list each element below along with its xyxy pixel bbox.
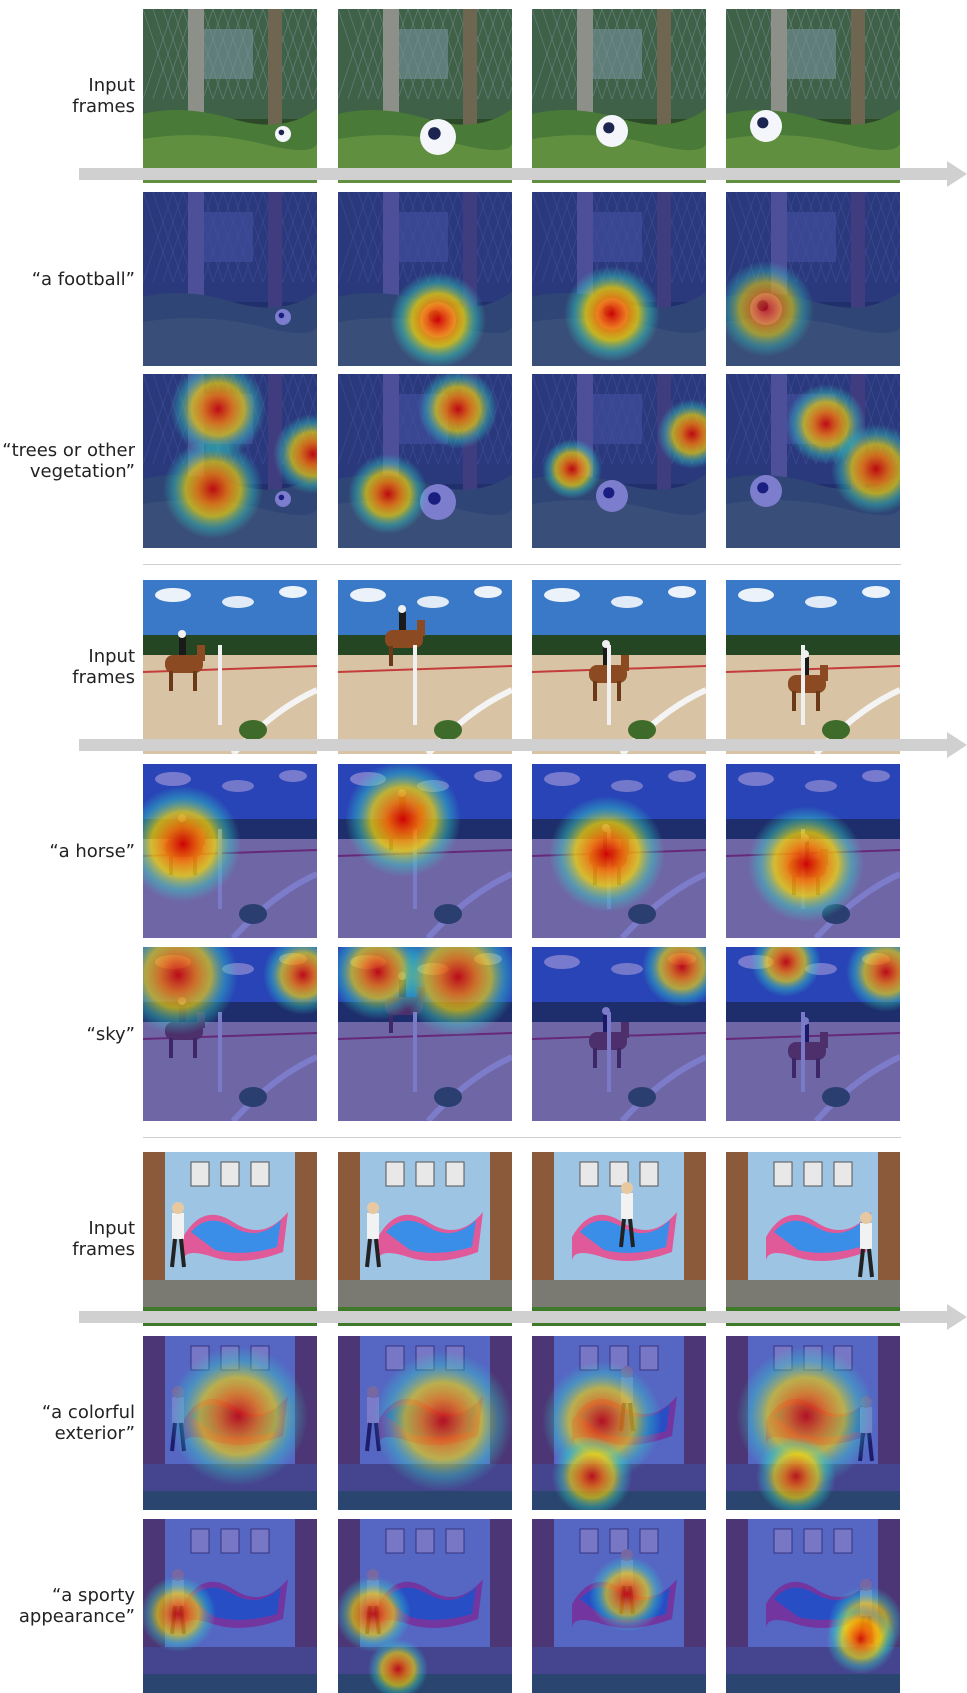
frame-svg	[532, 580, 706, 754]
time-arrow	[79, 1304, 967, 1330]
row-attention-vegetation: “trees or other vegetation”	[0, 374, 967, 548]
frame-svg	[143, 9, 317, 183]
row-attention-football: “a football”	[0, 192, 967, 366]
attention-map	[726, 1336, 900, 1510]
row-input-frames: Input frames	[0, 1152, 967, 1326]
frame-svg	[143, 947, 317, 1121]
attention-map	[338, 192, 512, 366]
frame-svg	[726, 947, 900, 1121]
frame-svg	[726, 1152, 900, 1326]
frame-svg	[532, 192, 706, 366]
frame-image	[726, 580, 900, 754]
attention-map	[726, 1519, 900, 1693]
frame-svg	[143, 192, 317, 366]
attention-map	[338, 947, 512, 1121]
frame-image	[143, 1152, 317, 1326]
attention-map	[532, 947, 706, 1121]
row-label: “sky”	[86, 1023, 135, 1045]
frame-svg	[338, 374, 512, 548]
frame-svg	[338, 1152, 512, 1326]
attention-map	[143, 764, 317, 938]
frame-image	[338, 1152, 512, 1326]
row-label: “a horse”	[49, 840, 135, 862]
frame-svg	[143, 1152, 317, 1326]
attention-map	[726, 374, 900, 548]
row-label: Input frames	[72, 75, 135, 117]
frame-image	[532, 1152, 706, 1326]
arrow-svg	[79, 161, 967, 187]
frame-image	[532, 580, 706, 754]
frame-svg	[726, 374, 900, 548]
frame-svg	[338, 947, 512, 1121]
frame-svg	[726, 192, 900, 366]
frame-svg	[143, 580, 317, 754]
row-label: Input frames	[72, 646, 135, 688]
frame-svg	[338, 1336, 512, 1510]
frame-svg	[726, 1519, 900, 1693]
row-label: “a sporty appearance”	[18, 1585, 135, 1627]
frame-image	[338, 9, 512, 183]
frame-image	[143, 580, 317, 754]
frame-svg	[338, 9, 512, 183]
attention-map	[338, 1336, 512, 1510]
frame-svg	[143, 1519, 317, 1693]
frame-image	[726, 9, 900, 183]
frame-svg	[143, 374, 317, 548]
frame-svg	[726, 580, 900, 754]
frame-svg	[338, 580, 512, 754]
frame-svg	[532, 1519, 706, 1693]
frame-svg	[143, 764, 317, 938]
frame-image	[338, 580, 512, 754]
row-attention-colorful-exterior: “a colorful exterior”	[0, 1336, 967, 1510]
attention-map	[726, 764, 900, 938]
attention-map	[338, 1519, 512, 1693]
frame-svg	[532, 1336, 706, 1510]
frame-image	[143, 9, 317, 183]
row-attention-sporty-appearance: “a sporty appearance”	[0, 1519, 967, 1693]
frame-image	[532, 9, 706, 183]
frame-svg	[338, 192, 512, 366]
panel-separator	[143, 1137, 901, 1138]
frame-svg	[726, 9, 900, 183]
attention-map	[143, 1519, 317, 1693]
row-attention-horse: “a horse”	[0, 764, 967, 938]
attention-map	[143, 192, 317, 366]
arrow-svg	[79, 732, 967, 758]
panel-separator	[143, 564, 901, 565]
row-label: “a colorful exterior”	[41, 1402, 135, 1444]
frame-svg	[726, 1336, 900, 1510]
frame-svg	[338, 764, 512, 938]
row-label: “a football”	[31, 268, 135, 290]
arrow-svg	[79, 1304, 967, 1330]
frame-svg	[532, 1152, 706, 1326]
attention-map	[532, 1519, 706, 1693]
attention-map	[338, 764, 512, 938]
frame-svg	[532, 947, 706, 1121]
row-label: Input frames	[72, 1218, 135, 1260]
frame-svg	[532, 9, 706, 183]
attention-map	[143, 947, 317, 1121]
time-arrow	[79, 732, 967, 758]
attention-map	[726, 947, 900, 1121]
attention-map	[143, 374, 317, 548]
attention-map	[338, 374, 512, 548]
row-attention-sky: “sky”	[0, 947, 967, 1121]
attention-map	[726, 192, 900, 366]
attention-map	[532, 1336, 706, 1510]
row-input-frames: Input frames	[0, 580, 967, 754]
frame-svg	[143, 1336, 317, 1510]
frame-svg	[532, 764, 706, 938]
attention-map	[532, 374, 706, 548]
attention-map	[532, 764, 706, 938]
row-input-frames: Input frames	[0, 9, 967, 183]
frame-svg	[338, 1519, 512, 1693]
attention-map	[532, 192, 706, 366]
frame-svg	[532, 374, 706, 548]
attention-map	[143, 1336, 317, 1510]
row-label: “trees or other vegetation”	[2, 440, 135, 482]
frame-svg	[726, 764, 900, 938]
frame-image	[726, 1152, 900, 1326]
time-arrow	[79, 161, 967, 187]
